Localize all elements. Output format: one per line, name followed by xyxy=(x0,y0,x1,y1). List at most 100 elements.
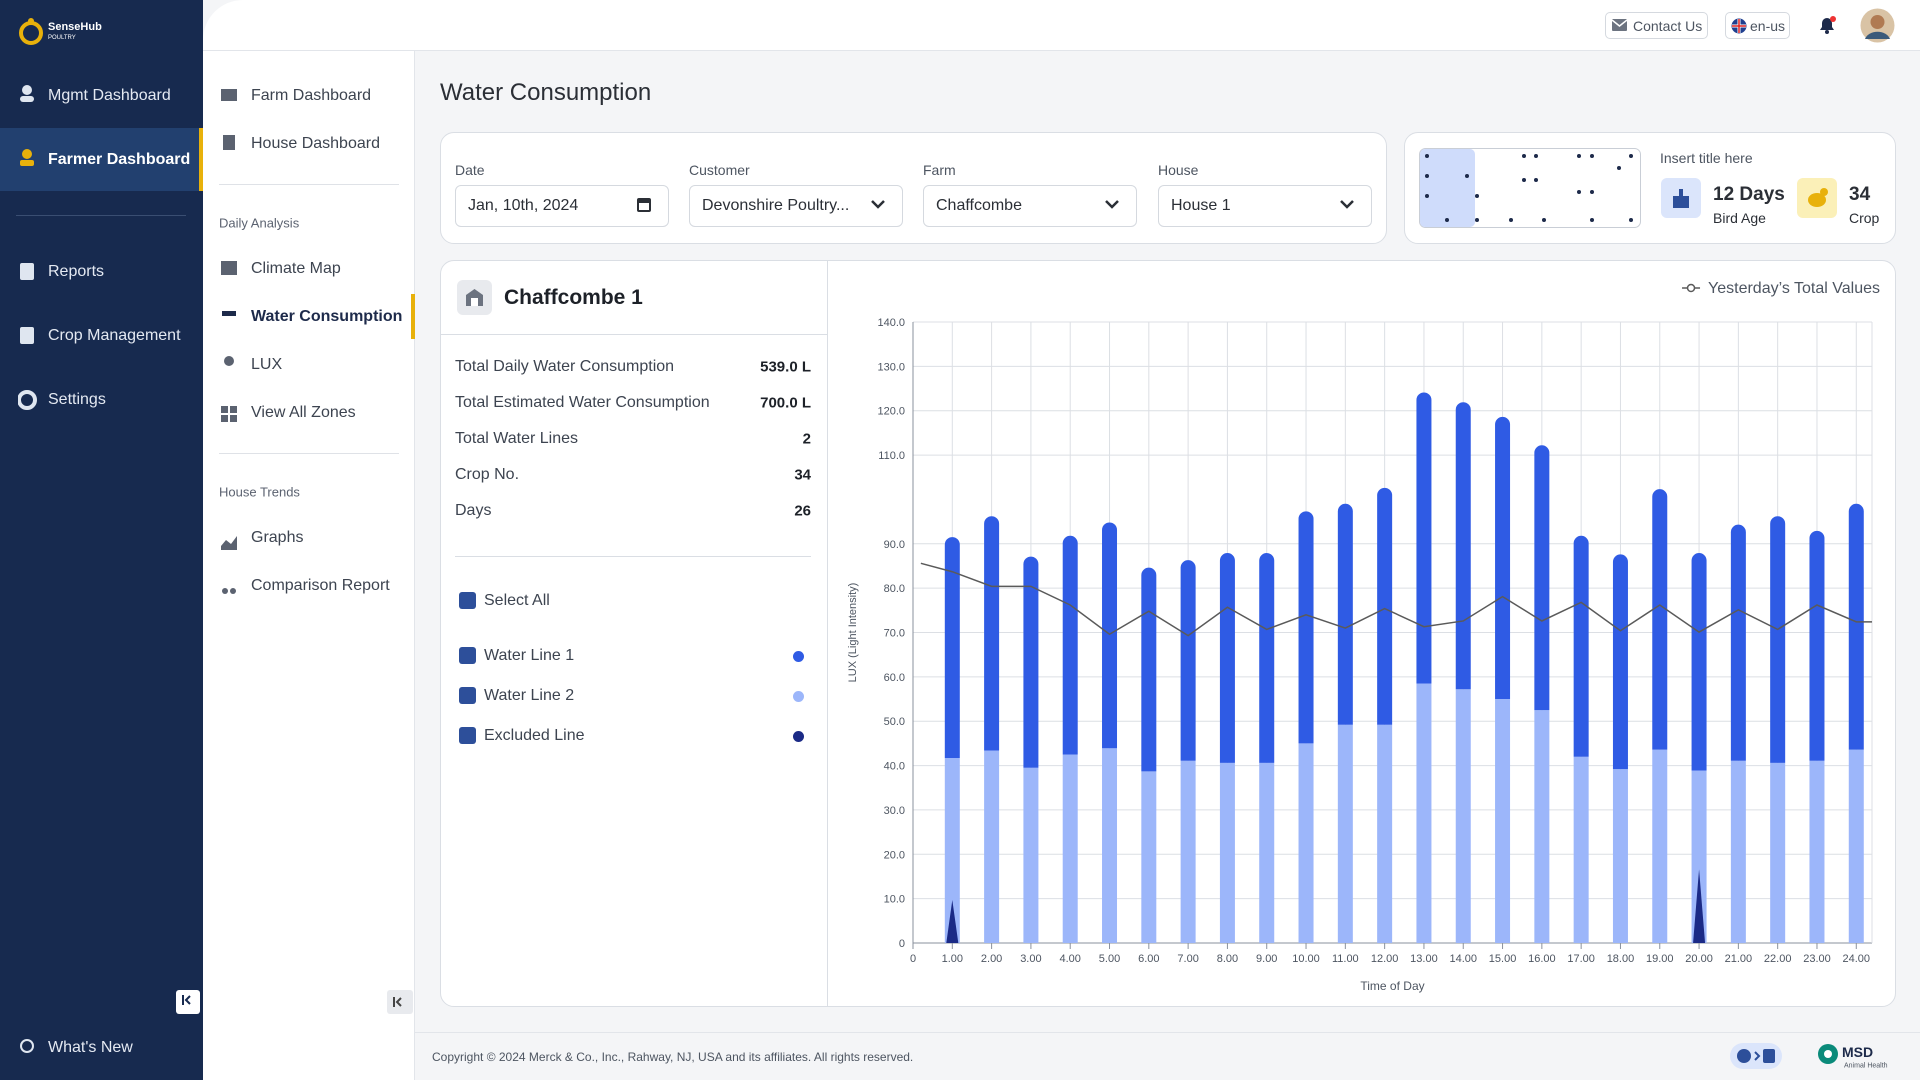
accessibility-icon[interactable] xyxy=(1730,1043,1782,1069)
bar xyxy=(1062,754,1078,943)
select-all[interactable]: Select All xyxy=(484,592,550,609)
bar xyxy=(1612,769,1628,943)
bar xyxy=(1337,724,1353,943)
subnav-item[interactable]: LUX xyxy=(251,356,283,373)
subnav-item[interactable]: Graphs xyxy=(251,529,304,546)
language-button[interactable] xyxy=(1725,12,1790,39)
bar xyxy=(1416,392,1432,684)
y-tick-label: 140.0 xyxy=(877,317,905,329)
nav-item[interactable]: Settings xyxy=(48,391,106,408)
line xyxy=(920,562,1872,637)
x-tick-label: 1.00 xyxy=(942,953,963,965)
circle xyxy=(18,390,37,410)
rect xyxy=(639,203,649,210)
bar xyxy=(1377,487,1393,725)
contact-text[interactable]: Contact Us xyxy=(1633,18,1703,34)
bar xyxy=(1652,489,1668,750)
subnav-item[interactable]: House Dashboard xyxy=(251,135,380,152)
circle xyxy=(1820,188,1828,196)
bell-icon[interactable] xyxy=(1816,14,1838,36)
filter-label: House xyxy=(1158,162,1199,178)
rect xyxy=(1763,1049,1775,1063)
nav-item[interactable]: Crop Management xyxy=(48,327,181,344)
bar xyxy=(1455,402,1471,690)
x-tick-label: 5.00 xyxy=(1099,953,1120,965)
bar xyxy=(1180,560,1196,761)
copyright: Copyright © 2024 Merck & Co., Inc., Rahw… xyxy=(432,1050,914,1064)
bar xyxy=(1730,524,1746,761)
rect xyxy=(20,160,34,166)
rect xyxy=(1612,19,1627,31)
circle xyxy=(1522,178,1526,182)
x-tick-label: 9.00 xyxy=(1256,953,1277,965)
circle xyxy=(1830,16,1836,22)
circle xyxy=(28,18,34,24)
filter-value[interactable]: Devonshire Poultry... xyxy=(702,197,850,214)
y-tick-label: 110.0 xyxy=(878,450,905,462)
nav-item[interactable]: Reports xyxy=(48,263,105,280)
nav-item[interactable]: Mgmt Dashboard xyxy=(48,87,171,104)
g xyxy=(1425,154,1633,222)
x-tick-label: 0 xyxy=(910,953,916,965)
x-tick-label: 21.00 xyxy=(1725,953,1753,965)
y-tick-label: 80.0 xyxy=(884,583,905,595)
filter-input[interactable] xyxy=(1158,185,1372,227)
legend-dot xyxy=(793,691,804,702)
filter-input[interactable] xyxy=(923,185,1137,227)
avatar[interactable] xyxy=(1860,8,1895,43)
subnav-item[interactable]: Climate Map xyxy=(251,260,341,277)
filter-icons xyxy=(637,198,1354,212)
nav-item[interactable]: What's New xyxy=(48,1039,133,1056)
circle xyxy=(1475,194,1479,198)
legend-label[interactable]: Excluded Line xyxy=(484,727,585,744)
path xyxy=(222,311,236,316)
x-tick-label: 3.00 xyxy=(1020,953,1041,965)
rect xyxy=(221,261,237,275)
x-tick-label: 19.00 xyxy=(1646,953,1674,965)
legend-label[interactable]: Water Line 1 xyxy=(484,647,575,664)
nav-divider xyxy=(16,215,186,216)
filter-label: Customer xyxy=(689,162,750,178)
brand: MSD xyxy=(1842,1044,1874,1060)
subnav-item[interactable]: Comparison Report xyxy=(251,577,390,594)
ellipse xyxy=(1808,193,1826,207)
filter-label: Farm xyxy=(923,162,956,178)
contact-button[interactable] xyxy=(1605,12,1708,39)
circle xyxy=(1425,154,1429,158)
checkbox[interactable] xyxy=(459,687,476,704)
filter-value[interactable]: House 1 xyxy=(1171,197,1231,214)
subnav-item[interactable]: Water Consumption xyxy=(251,308,403,325)
nav-item[interactable]: Farmer Dashboard xyxy=(48,151,191,168)
subnav-item[interactable]: Farm Dashboard xyxy=(251,87,372,104)
bar xyxy=(1180,760,1196,943)
path xyxy=(1820,18,1834,30)
circle xyxy=(22,85,32,95)
filter-value[interactable]: Jan, 10th, 2024 xyxy=(468,197,579,214)
legend-label[interactable]: Water Line 2 xyxy=(484,687,575,704)
active-nav-bg xyxy=(0,128,203,191)
circle xyxy=(1509,218,1513,222)
checkbox[interactable] xyxy=(459,647,476,664)
subnav-item[interactable]: View All Zones xyxy=(251,404,356,421)
collapse-button[interactable] xyxy=(176,990,200,1014)
filter-value[interactable]: Chaffcombe xyxy=(936,197,1022,214)
x-tick-label: 4.00 xyxy=(1060,953,1081,965)
circle xyxy=(1534,154,1538,158)
filter-input[interactable] xyxy=(455,185,669,227)
circle xyxy=(222,588,228,594)
filter-input[interactable] xyxy=(689,185,903,227)
bar xyxy=(1534,445,1550,711)
header xyxy=(203,0,1920,51)
checkbox[interactable] xyxy=(459,727,476,744)
summary-value: 700.0 L xyxy=(760,394,811,412)
subnav-icons xyxy=(221,89,237,594)
checkbox[interactable] xyxy=(459,592,476,609)
bar xyxy=(1573,535,1589,757)
bar xyxy=(1848,749,1864,943)
subnav-collapse[interactable] xyxy=(387,990,413,1014)
x-axis-label: Time of Day xyxy=(1360,979,1424,993)
language-text[interactable]: en-us xyxy=(1750,18,1786,34)
circle xyxy=(19,21,43,45)
bar xyxy=(1534,710,1550,943)
